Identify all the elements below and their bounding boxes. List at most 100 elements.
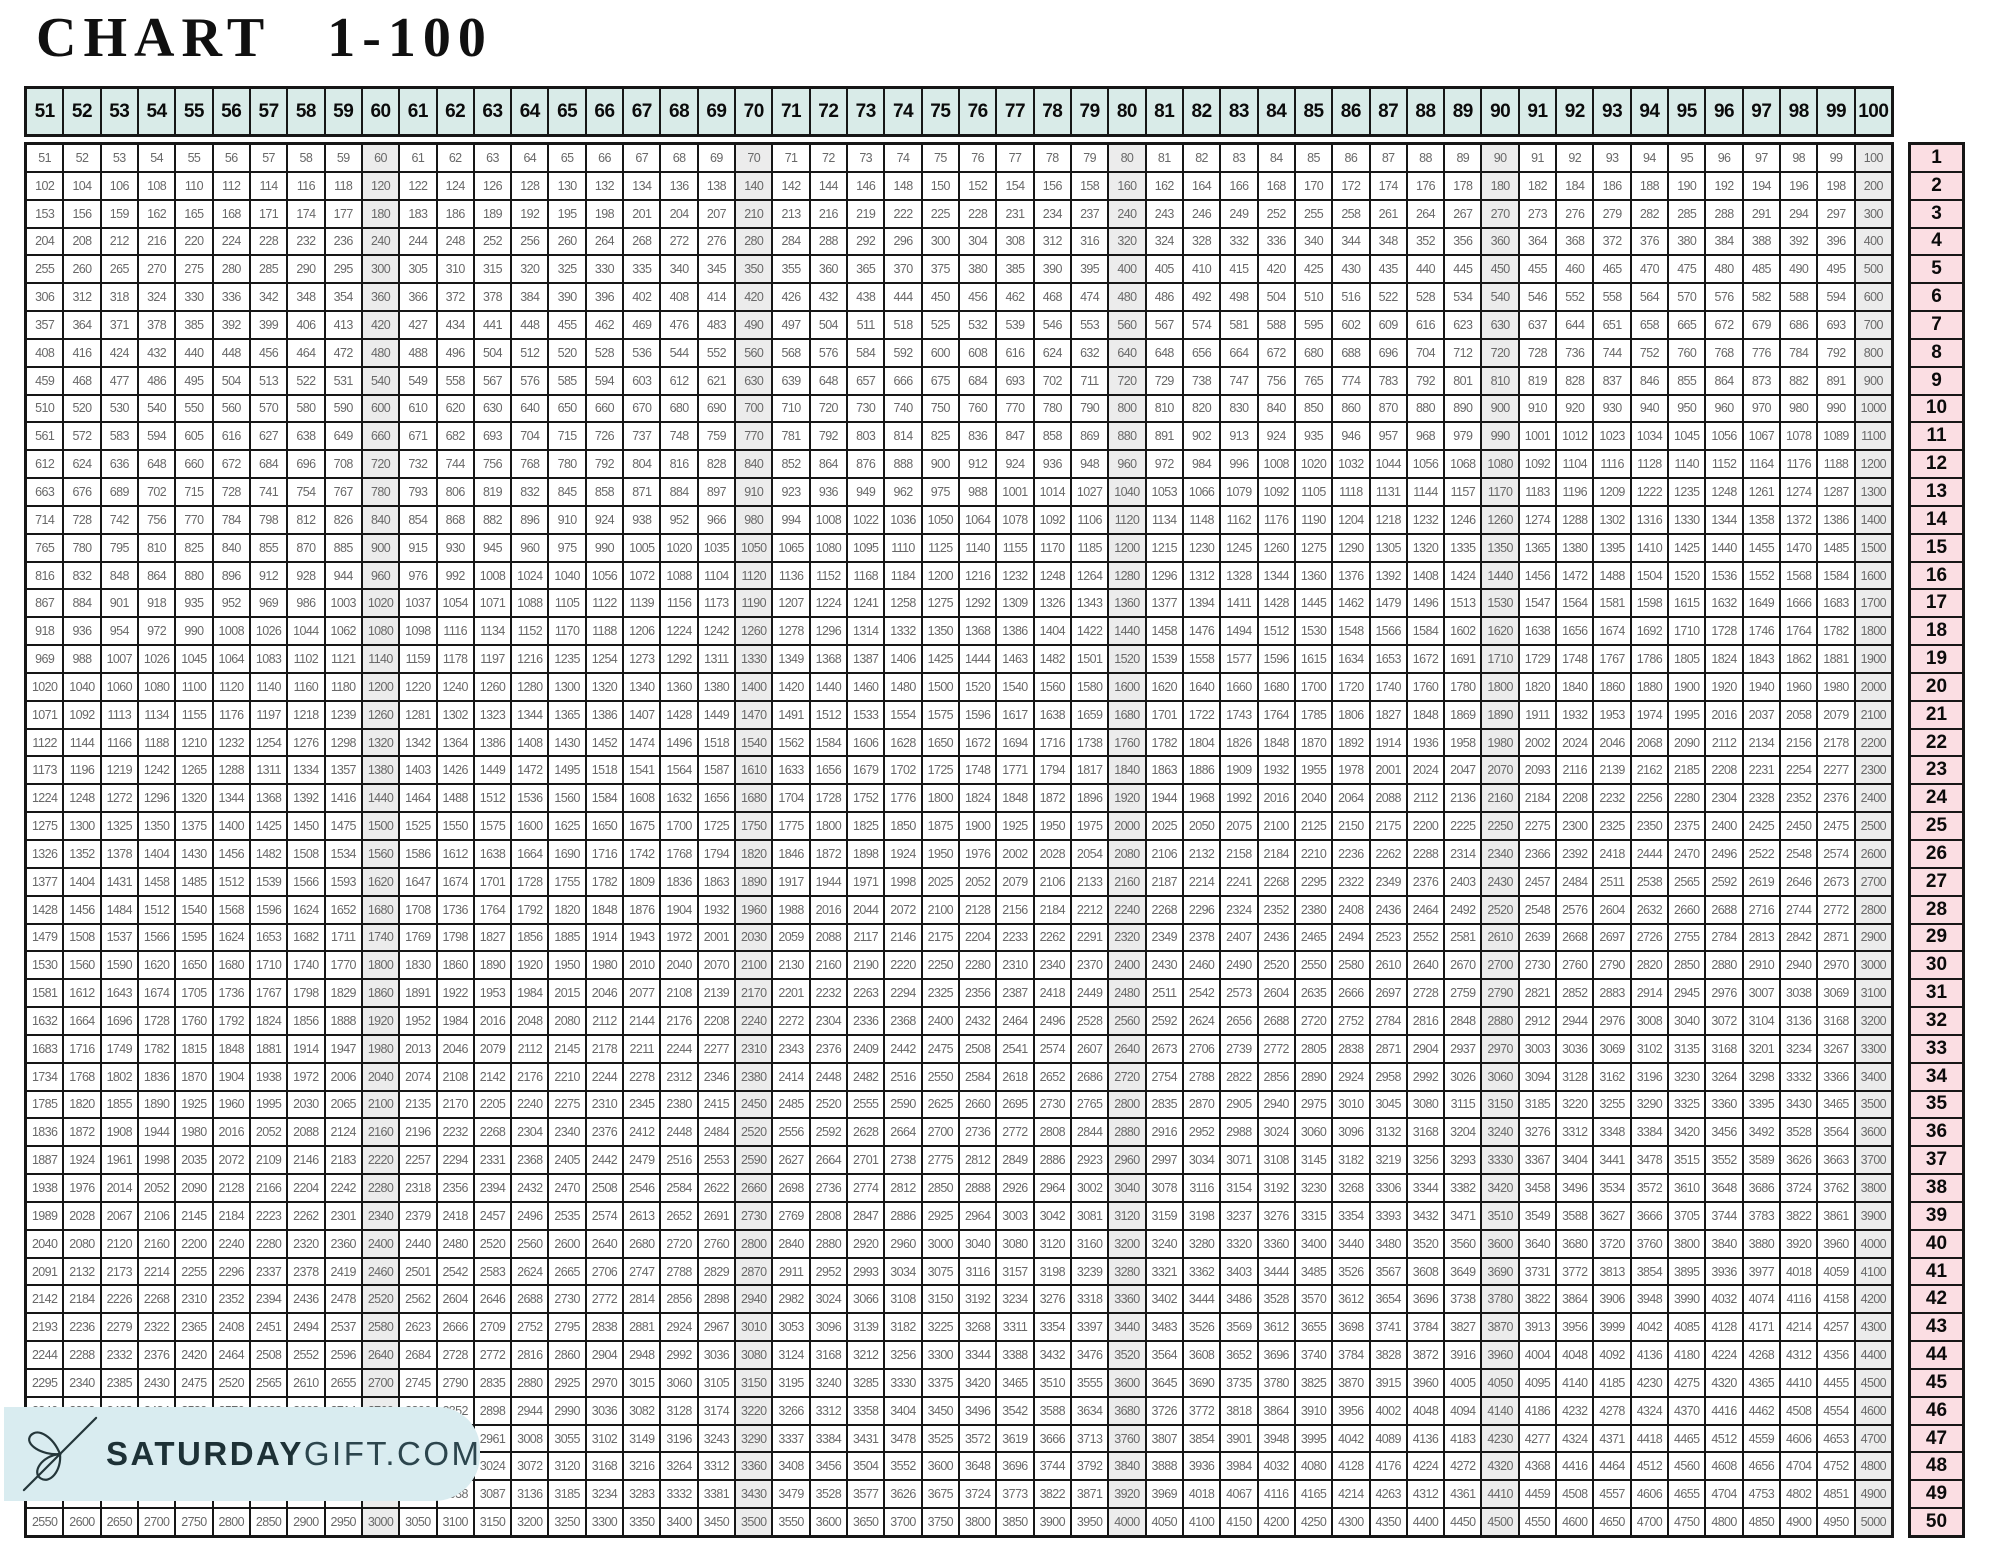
product-cell: 2886 bbox=[1034, 1147, 1070, 1174]
product-cell: 1470 bbox=[1781, 534, 1817, 561]
product-cell: 468 bbox=[1034, 284, 1070, 311]
product-cell: 1027 bbox=[1071, 479, 1108, 505]
header-cell: 55 bbox=[176, 89, 212, 134]
product-cell: 1749 bbox=[101, 1035, 137, 1062]
product-cell: 3555 bbox=[1071, 1369, 1108, 1396]
product-cell: 2538 bbox=[1631, 868, 1668, 895]
product-cell: 1725 bbox=[922, 757, 958, 784]
product-cell: 124 bbox=[437, 172, 473, 199]
product-cell: 462 bbox=[997, 284, 1033, 311]
product-cell: 837 bbox=[1594, 367, 1630, 394]
product-cell: 1458 bbox=[1146, 618, 1182, 645]
product-cell: 3395 bbox=[1743, 1091, 1780, 1118]
product-cell: 480 bbox=[1109, 284, 1145, 311]
product-cell: 2501 bbox=[400, 1258, 436, 1285]
product-cell: 864 bbox=[810, 451, 847, 478]
product-cell: 1771 bbox=[997, 757, 1033, 784]
product-cell: 3705 bbox=[1669, 1202, 1705, 1229]
product-cell: 300 bbox=[1855, 200, 1891, 227]
product-cell: 2975 bbox=[1295, 1091, 1332, 1118]
product-cell: 1827 bbox=[1370, 701, 1406, 728]
product-cell: 3680 bbox=[1109, 1397, 1145, 1424]
product-cell: 612 bbox=[661, 367, 697, 394]
product-cell: 1520 bbox=[1669, 562, 1705, 589]
product-cell: 3600 bbox=[922, 1453, 958, 1480]
product-cell: 1368 bbox=[959, 618, 996, 645]
product-cell: 1705 bbox=[176, 980, 212, 1007]
product-cell: 1296 bbox=[810, 618, 847, 645]
product-cell: 3515 bbox=[1669, 1147, 1705, 1174]
product-cell: 2945 bbox=[1669, 980, 1705, 1007]
product-cell: 265 bbox=[101, 256, 137, 283]
product-cell: 1218 bbox=[288, 701, 324, 728]
product-cell: 2760 bbox=[1557, 952, 1593, 979]
product-cell: 1275 bbox=[1295, 534, 1332, 561]
product-cell: 1932 bbox=[1557, 701, 1593, 728]
product-cell: 2508 bbox=[586, 1175, 623, 1201]
product-cell: 1848 bbox=[213, 1035, 249, 1062]
product-cell: 1950 bbox=[922, 841, 958, 867]
product-cell: 3283 bbox=[624, 1481, 660, 1508]
product-cell: 3128 bbox=[1557, 1063, 1593, 1090]
product-cell: 3626 bbox=[885, 1481, 921, 1508]
product-cell: 1708 bbox=[400, 896, 436, 923]
product-cell: 2800 bbox=[213, 1509, 249, 1535]
product-cell: 2964 bbox=[1034, 1175, 1070, 1201]
product-cell: 3094 bbox=[1519, 1063, 1556, 1090]
product-cell: 3420 bbox=[959, 1369, 996, 1396]
product-cell: 936 bbox=[1034, 451, 1070, 478]
product-cell: 85 bbox=[1295, 145, 1332, 171]
product-cell: 2340 bbox=[64, 1369, 100, 1396]
product-cell: 350 bbox=[736, 256, 772, 283]
product-cell: 2001 bbox=[1370, 757, 1406, 784]
product-cell: 4560 bbox=[1669, 1453, 1705, 1480]
product-cell: 82 bbox=[1183, 145, 1220, 171]
product-cell: 474 bbox=[1071, 284, 1108, 311]
product-cell: 1196 bbox=[1557, 479, 1593, 505]
product-cell: 1998 bbox=[138, 1147, 175, 1174]
product-cell: 2176 bbox=[512, 1063, 548, 1090]
product-cell: 1246 bbox=[1445, 506, 1481, 533]
product-cell: 1479 bbox=[27, 924, 63, 951]
product-cell: 728 bbox=[64, 506, 100, 533]
product-cell: 316 bbox=[1071, 228, 1108, 255]
product-cell: 438 bbox=[848, 284, 884, 311]
product-cell: 876 bbox=[848, 451, 884, 478]
product-cell: 3150 bbox=[474, 1509, 511, 1535]
product-cell: 177 bbox=[325, 200, 361, 227]
product-cell: 2550 bbox=[922, 1063, 958, 1090]
product-cell: 3564 bbox=[1818, 1119, 1854, 1146]
product-cell: 3465 bbox=[1818, 1091, 1854, 1118]
product-cell: 2208 bbox=[1557, 785, 1593, 812]
product-cell: 57 bbox=[250, 145, 287, 171]
product-cell: 1612 bbox=[64, 980, 100, 1007]
product-cell: 1672 bbox=[1407, 646, 1444, 672]
product-cell: 704 bbox=[1407, 339, 1444, 366]
product-cell: 158 bbox=[1071, 172, 1108, 199]
product-cell: 237 bbox=[1071, 200, 1108, 227]
product-cell: 3132 bbox=[1370, 1119, 1406, 1146]
product-cell: 1056 bbox=[1407, 451, 1444, 478]
product-cell: 2542 bbox=[1183, 980, 1220, 1007]
product-cell: 1805 bbox=[1669, 646, 1705, 672]
product-cell: 1350 bbox=[1482, 534, 1518, 561]
product-cell: 1164 bbox=[1743, 451, 1780, 478]
product-cell: 2911 bbox=[773, 1258, 809, 1285]
product-cell: 1235 bbox=[549, 646, 585, 672]
product-cell: 336 bbox=[1258, 228, 1294, 255]
product-cell: 89 bbox=[1445, 145, 1481, 171]
product-cell: 975 bbox=[922, 479, 958, 505]
product-cell: 2475 bbox=[922, 1035, 958, 1062]
product-cell: 2772 bbox=[474, 1342, 511, 1368]
product-cell: 648 bbox=[1146, 339, 1182, 366]
product-cell: 2088 bbox=[288, 1119, 324, 1146]
product-cell: 2992 bbox=[661, 1342, 697, 1368]
row-number-cell: 31 bbox=[1911, 980, 1962, 1007]
product-cell: 1843 bbox=[1743, 646, 1780, 672]
product-cell: 2610 bbox=[1482, 924, 1518, 951]
product-cell: 3403 bbox=[1221, 1258, 1257, 1285]
product-cell: 3650 bbox=[848, 1509, 884, 1535]
product-cell: 2091 bbox=[27, 1258, 63, 1285]
product-cell: 2997 bbox=[1146, 1147, 1182, 1174]
product-cell: 325 bbox=[549, 256, 585, 283]
